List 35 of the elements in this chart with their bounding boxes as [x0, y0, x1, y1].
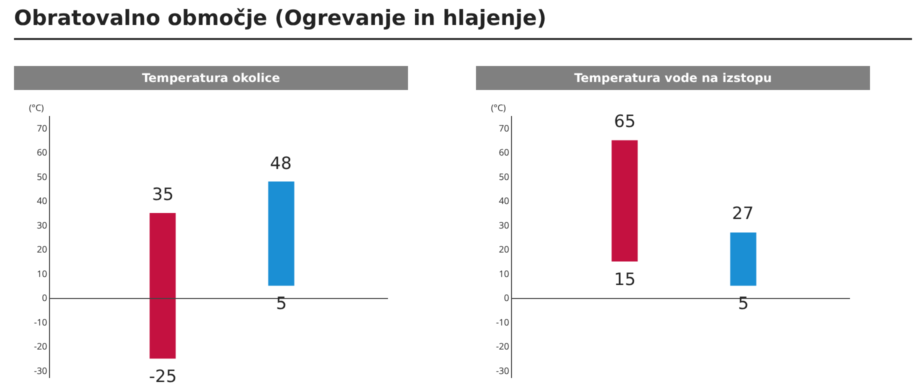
y-tick-label: 40 [498, 194, 510, 208]
y-tick-label: 10 [498, 266, 510, 280]
y-tick-label: -30 [34, 364, 48, 377]
y-tick-label: -10 [496, 315, 510, 328]
y-tick-label: -10 [34, 315, 48, 328]
y-tick-label: 60 [498, 146, 510, 159]
chart-title: Temperatura okolice [14, 66, 408, 90]
y-tick-label: 70 [36, 121, 48, 134]
y-tick-label: -20 [34, 340, 48, 353]
y-tick-label: 60 [36, 146, 48, 159]
y-tick-label: -30 [496, 364, 510, 377]
chart-title: Temperatura vode na izstopu [476, 66, 870, 90]
annotation: 27 [732, 204, 754, 224]
y-tick-label: 50 [36, 170, 48, 183]
y-tick-label: 50 [498, 170, 510, 183]
y-tick-label: 10 [36, 266, 48, 280]
y-tick-label: 0 [504, 291, 510, 304]
annotation: 5 [738, 294, 749, 314]
annotation: 35 [152, 185, 174, 205]
y-tick-label: -20 [496, 340, 510, 353]
annotation: 65 [614, 112, 636, 132]
y-axis-title: (°C) [29, 101, 44, 114]
y-tick-label: 20 [498, 242, 510, 256]
annotation: 5 [276, 294, 287, 314]
annotation: 15 [614, 270, 636, 290]
y-tick-label: 40 [36, 194, 48, 208]
annotation: 48 [270, 154, 292, 174]
text: Obratovalno območje (Ogrevanje in hlajenje) [14, 6, 912, 40]
y-axis-title: (°C) [491, 101, 506, 114]
y-tick-label: 70 [498, 121, 510, 134]
y-tick-label: 30 [498, 218, 510, 232]
y-tick-label: 0 [42, 291, 48, 304]
y-tick-label: 30 [36, 218, 48, 232]
annotation: -25 [149, 367, 177, 387]
y-tick-label: 20 [36, 242, 48, 256]
